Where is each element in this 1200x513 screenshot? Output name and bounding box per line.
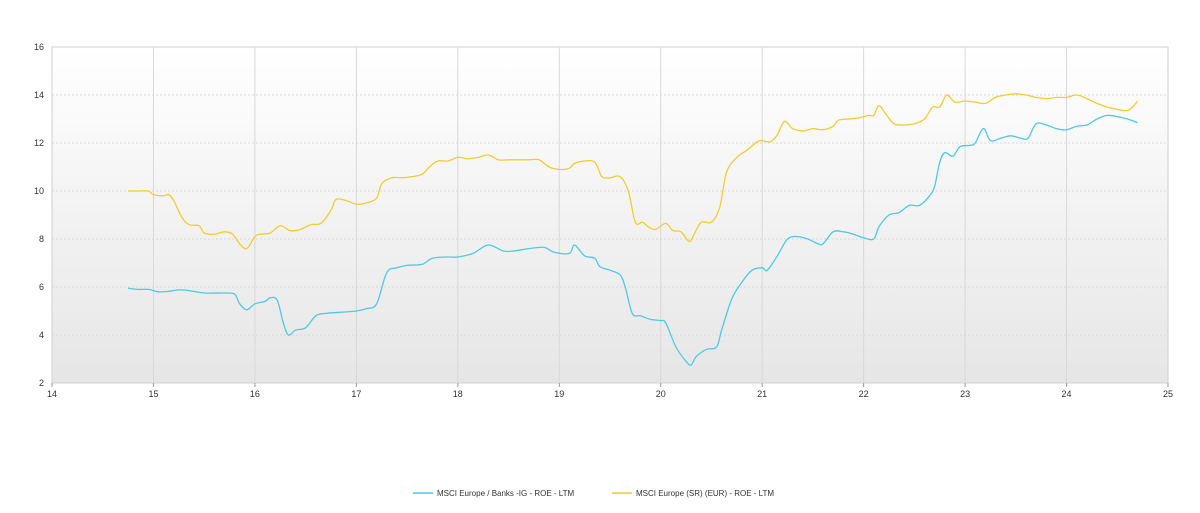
x-tick-label: 20 xyxy=(656,389,666,399)
y-tick-label: 6 xyxy=(39,282,44,292)
x-tick-label: 16 xyxy=(250,389,260,399)
y-tick-label: 12 xyxy=(34,138,44,148)
x-tick-label: 21 xyxy=(757,389,767,399)
x-tick-label: 14 xyxy=(47,389,57,399)
y-axis-tick-labels: 2 4 6 8 10 12 14 16 xyxy=(34,42,44,388)
series-line-2 xyxy=(128,93,1139,250)
y-tick-label: 8 xyxy=(39,234,44,244)
y-tick-label: 2 xyxy=(39,378,44,388)
x-tick-label: 19 xyxy=(554,389,564,399)
plot-area xyxy=(51,46,1169,384)
y-tick-label: 14 xyxy=(34,90,44,100)
vertical-gridlines xyxy=(152,47,1068,383)
y-tick-label: 10 xyxy=(34,186,44,196)
y-tick-label: 16 xyxy=(34,42,44,52)
x-tick-label: 23 xyxy=(960,389,970,399)
x-tick-label: 22 xyxy=(859,389,869,399)
x-tick-label: 24 xyxy=(1062,389,1072,399)
series-layer xyxy=(128,93,1139,366)
x-axis-tick-labels: 14 15 16 17 18 19 20 21 22 23 24 25 xyxy=(47,383,1173,399)
x-tick-label: 18 xyxy=(453,389,463,399)
legend-label-2: MSCI Europe (SR) (EUR) - ROE - LTM xyxy=(636,489,774,498)
x-tick-label: 15 xyxy=(148,389,158,399)
legend: MSCI Europe / Banks -IG - ROE - LTM MSCI … xyxy=(413,489,774,498)
legend-label-1: MSCI Europe / Banks -IG - ROE - LTM xyxy=(437,489,575,498)
x-tick-label: 17 xyxy=(351,389,361,399)
series-line-1 xyxy=(128,114,1138,366)
y-tick-label: 4 xyxy=(39,330,44,340)
x-tick-label: 25 xyxy=(1163,389,1173,399)
horizontal-gridlines xyxy=(52,94,1168,336)
